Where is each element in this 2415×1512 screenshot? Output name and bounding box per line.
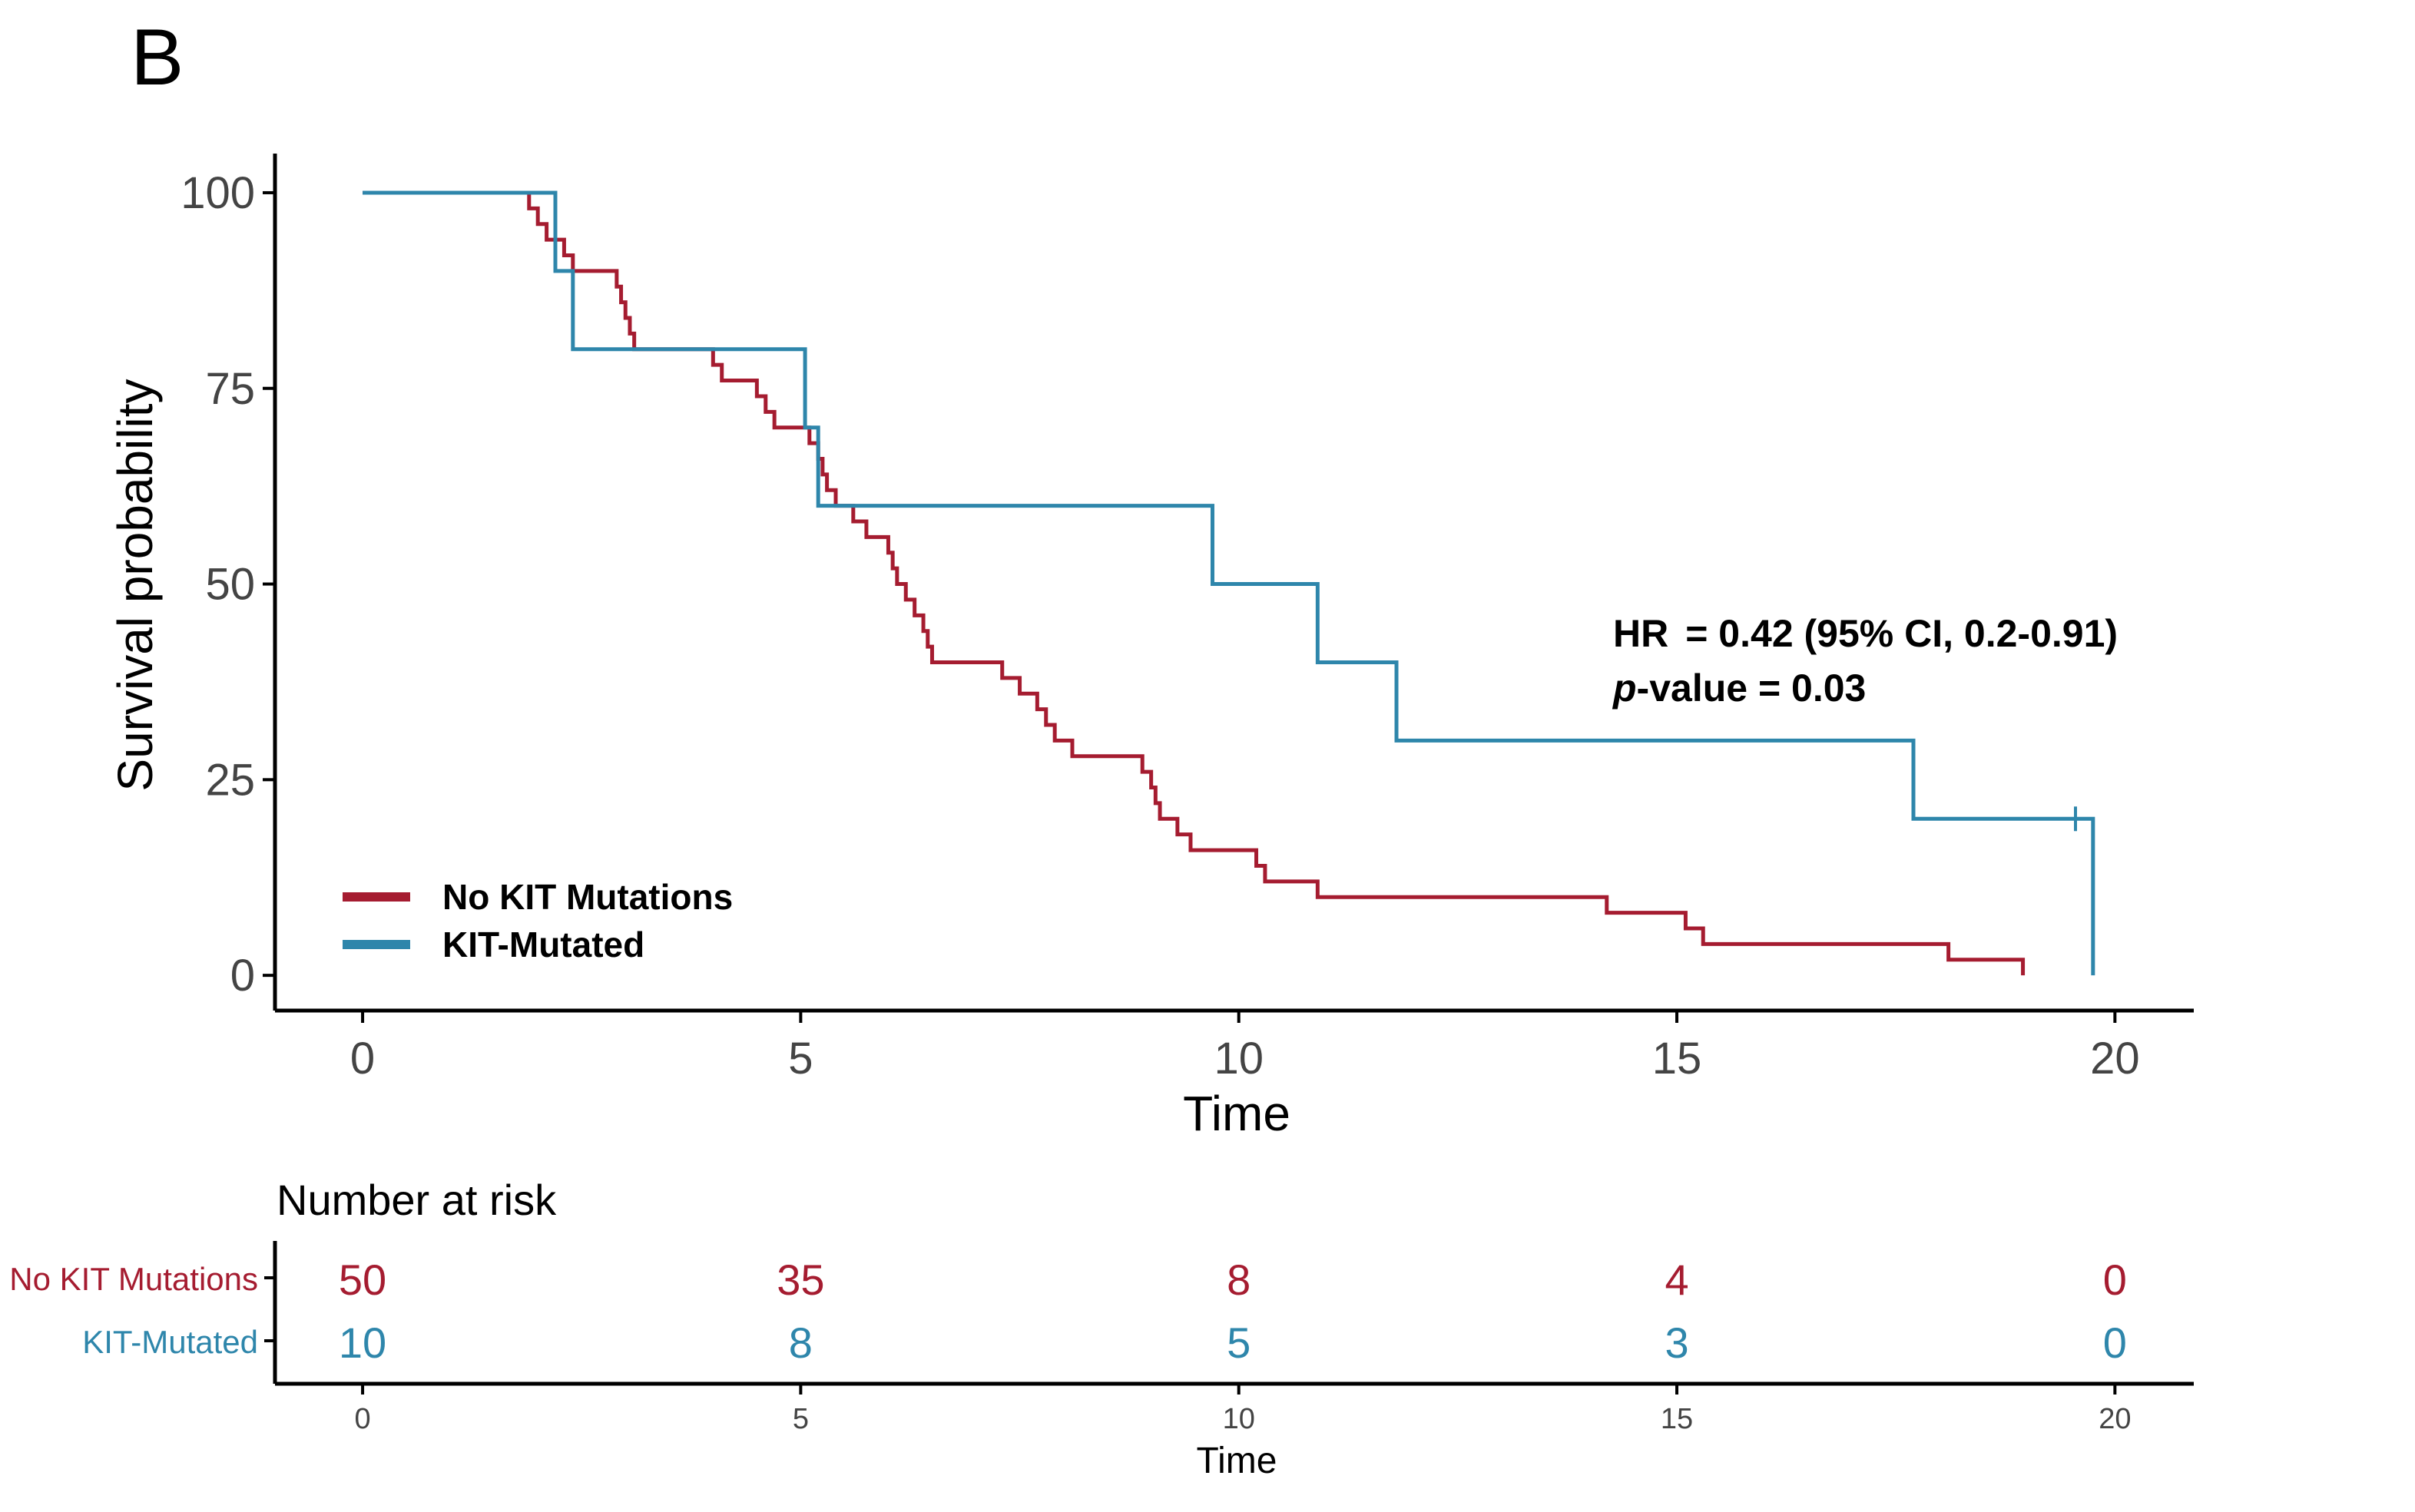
- x-tick-label: 15: [1652, 1034, 1702, 1084]
- risk-x-tick-label: 0: [354, 1403, 370, 1435]
- risk-count: 8: [1227, 1256, 1251, 1304]
- x-tick-label: 10: [1214, 1034, 1264, 1084]
- km-curve-no-kit: [363, 190, 2026, 976]
- y-tick-label: 50: [205, 560, 255, 610]
- hr-annotation: HR = 0.42 (95% CI, 0.2-0.91) p-value = 0.…: [1612, 612, 2118, 710]
- risk-count: 10: [339, 1318, 386, 1367]
- legend-label-kit: KIT-Mutated: [442, 925, 644, 964]
- y-axis-title: Survival probability: [108, 379, 163, 791]
- hr-label: HR: [1613, 612, 1668, 655]
- risk-count: 0: [2103, 1256, 2127, 1304]
- risk-x-tick-label: 5: [793, 1403, 809, 1435]
- legend-label-no-kit: No KIT Mutations: [442, 877, 733, 917]
- risk-count: 4: [1665, 1256, 1688, 1304]
- y-tick-label: 75: [205, 364, 255, 414]
- risk-row-label: No KIT Mutations: [9, 1261, 258, 1297]
- km-curve-kit-mutated: [363, 190, 2095, 976]
- y-tick-label: 0: [230, 951, 255, 1001]
- risk-table-x-title: Time: [1197, 1441, 1277, 1481]
- x-tick-label: 5: [788, 1034, 813, 1084]
- p-label: p: [1612, 667, 1637, 710]
- risk-count: 0: [2103, 1318, 2127, 1367]
- x-tick-label: 0: [350, 1034, 375, 1084]
- risk-table-title: Number at risk: [277, 1176, 557, 1224]
- svg-text:HR= 0.42 (95% CI, 0.2-0.91): HR = 0.42 (95% CI, 0.2-0.91): [1613, 612, 2118, 655]
- legend: No KIT Mutations KIT-Mutated: [343, 877, 733, 964]
- svg-text:p-value = 0.03: p-value = 0.03: [1612, 667, 1866, 710]
- risk-x-tick-label: 15: [1661, 1403, 1693, 1435]
- risk-count: 5: [1227, 1318, 1251, 1367]
- x-tick-label: 20: [2090, 1034, 2140, 1084]
- panel-label: B: [131, 13, 184, 102]
- risk-x-tick-label: 10: [1223, 1403, 1255, 1435]
- p-value: -value = 0.03: [1637, 667, 1867, 710]
- x-axis-title: Time: [1183, 1086, 1290, 1141]
- risk-count: 3: [1665, 1318, 1688, 1367]
- km-plot: 0 25 50 75 100 0 5 10 15 20: [181, 154, 2194, 1084]
- risk-count: 50: [339, 1256, 386, 1304]
- risk-count: 8: [789, 1318, 813, 1367]
- y-tick-label: 100: [181, 168, 255, 218]
- risk-count: 35: [777, 1256, 824, 1304]
- y-tick-label: 25: [205, 755, 255, 805]
- risk-row-label: KIT-Mutated: [82, 1324, 258, 1360]
- risk-x-tick-label: 20: [2099, 1403, 2131, 1435]
- hr-value: = 0.42 (95% CI, 0.2-0.91): [1685, 612, 2118, 655]
